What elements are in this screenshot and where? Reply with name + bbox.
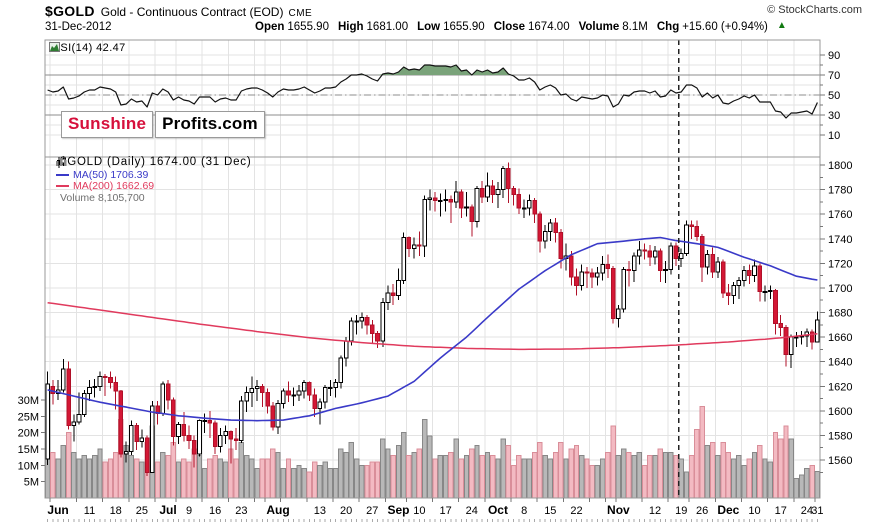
chart-header: $GOLD Gold - Continuous Contract (EOD) CME… — [45, 3, 862, 20]
svg-text:70: 70 — [828, 70, 840, 82]
svg-text:1660: 1660 — [828, 332, 852, 344]
svg-text:10M: 10M — [18, 460, 39, 472]
ohlc-field: Open 1655.90 — [255, 21, 329, 33]
rsi-line — [47, 64, 818, 119]
rsi-value-text: RSI(14) 42.47 — [52, 42, 126, 54]
svg-text:1800: 1800 — [828, 160, 852, 172]
svg-text:18: 18 — [110, 505, 122, 517]
ohlc-fields: Open 1655.90 High 1681.00 Low 1655.90 Close 167… — [255, 20, 787, 33]
svg-text:90: 90 — [828, 50, 840, 62]
svg-text:12: 12 — [649, 505, 661, 517]
rsi-indicator-label: RSI(14) 42.47 — [49, 42, 126, 54]
svg-text:31: 31 — [811, 505, 823, 517]
svg-text:9: 9 — [186, 505, 192, 517]
svg-text:10: 10 — [413, 505, 425, 517]
svg-text:17: 17 — [439, 505, 451, 517]
ohlc-field: Low 1655.90 — [417, 21, 485, 33]
svg-text:30: 30 — [828, 110, 840, 122]
ohlc-field: Volume 8.1M — [578, 21, 648, 33]
sunshine-profits-logo: Sunshine Profits.com — [61, 111, 265, 138]
ma200-line-marker — [56, 185, 69, 188]
instrument-title: Gold - Continuous Contract (EOD) — [100, 5, 284, 19]
svg-text:24: 24 — [466, 505, 478, 517]
svg-text:8: 8 — [521, 505, 527, 517]
svg-text:13: 13 — [314, 505, 326, 517]
ticker-symbol: $GOLD — [45, 3, 95, 19]
svg-text:Dec: Dec — [717, 503, 739, 517]
legend-volume-row: Volume 8,105,700 — [56, 158, 251, 204]
svg-text:25: 25 — [136, 505, 148, 517]
svg-text:1580: 1580 — [828, 430, 852, 442]
logo-sunshine-box: Sunshine — [61, 111, 154, 138]
svg-text:1760: 1760 — [828, 209, 852, 221]
svg-text:30M: 30M — [18, 395, 39, 407]
exchange-label: CME — [288, 8, 313, 19]
svg-text:50: 50 — [828, 90, 840, 102]
candlesticks — [45, 162, 820, 476]
change-up-arrow-icon: ▲ — [776, 20, 787, 31]
svg-text:15M: 15M — [18, 444, 39, 456]
svg-text:Jul: Jul — [159, 503, 176, 517]
svg-text:11: 11 — [84, 505, 95, 517]
quote-date: 31-Dec-2012 — [45, 21, 112, 33]
ohlc-field: Chg +15.60 (+0.94%) — [656, 21, 768, 33]
volume-scale: 30M 25M 20M 15M 10M 5M — [18, 395, 45, 489]
rsi-scale: 90 70 50 30 10 — [820, 50, 840, 142]
svg-text:1640: 1640 — [828, 357, 852, 369]
stockcharts-copyright: © StockCharts.com — [767, 4, 862, 16]
ma50-line-marker — [56, 173, 69, 176]
quote-summary-bar: 31-Dec-2012 Open 1655.90 High 1681.00 Low 165… — [45, 20, 862, 36]
svg-text:19: 19 — [675, 505, 687, 517]
ohlc-field: Close 1674.00 — [493, 21, 570, 33]
svg-text:1680: 1680 — [828, 308, 852, 320]
svg-text:10: 10 — [828, 130, 840, 142]
svg-text:16: 16 — [209, 505, 221, 517]
svg-text:1780: 1780 — [828, 185, 852, 197]
svg-text:15: 15 — [544, 505, 556, 517]
logo-profits-box: Profits.com — [155, 111, 265, 138]
svg-text:Sep: Sep — [387, 503, 409, 517]
svg-text:22: 22 — [570, 505, 582, 517]
svg-text:24: 24 — [801, 505, 813, 517]
legend-symbol-row: $GOLD (Daily) 1674.00 (31 Dec) — [56, 156, 252, 169]
legend-ma200-row: MA(200) 1662.69 — [56, 181, 251, 192]
price-scale: 1800 1780 1760 1740 1720 1700 1680 1660 1640 1620… — [820, 160, 852, 473]
svg-text:10: 10 — [748, 505, 760, 517]
svg-text:1600: 1600 — [828, 406, 852, 418]
svg-text:5M: 5M — [24, 477, 39, 489]
legend-ma200-text: MA(200) 1662.69 — [73, 180, 155, 192]
svg-text:20: 20 — [340, 505, 352, 517]
svg-text:26: 26 — [696, 505, 708, 517]
svg-text:17: 17 — [775, 505, 787, 517]
legend-ma50-row: MA(50) 1706.39 — [56, 168, 251, 181]
legend-symbol-text: $GOLD (Daily) 1674.00 (31 Dec) — [60, 156, 252, 168]
svg-text:25M: 25M — [18, 411, 39, 423]
rsi-overbought-fill — [47, 65, 818, 75]
svg-text:Jun: Jun — [47, 503, 68, 517]
chart-legend: $GOLD (Daily) 1674.00 (31 Dec) MA(50) 17… — [56, 156, 252, 204]
svg-text:23: 23 — [235, 505, 247, 517]
svg-text:20M: 20M — [18, 428, 39, 440]
ma50-line — [47, 236, 818, 422]
legend-volume-text: Volume 8,105,700 — [60, 191, 145, 204]
ohlc-field: High 1681.00 — [337, 21, 409, 33]
svg-text:Aug: Aug — [266, 503, 289, 517]
svg-text:27: 27 — [366, 505, 378, 517]
svg-text:1620: 1620 — [828, 381, 852, 393]
svg-text:1720: 1720 — [828, 258, 852, 270]
x-axis: Jun 11 18 25 Jul 9 16 23 Aug 13 20 27 Sep 10 17 24 Oct 8 1… — [47, 498, 824, 522]
svg-text:Oct: Oct — [488, 503, 508, 517]
legend-ma50-text: MA(50) 1706.39 — [73, 168, 149, 181]
svg-text:Nov: Nov — [607, 503, 630, 517]
svg-text:1560: 1560 — [828, 455, 852, 467]
svg-text:1700: 1700 — [828, 283, 852, 295]
svg-text:1740: 1740 — [828, 234, 852, 246]
ma200-line — [47, 301, 818, 351]
